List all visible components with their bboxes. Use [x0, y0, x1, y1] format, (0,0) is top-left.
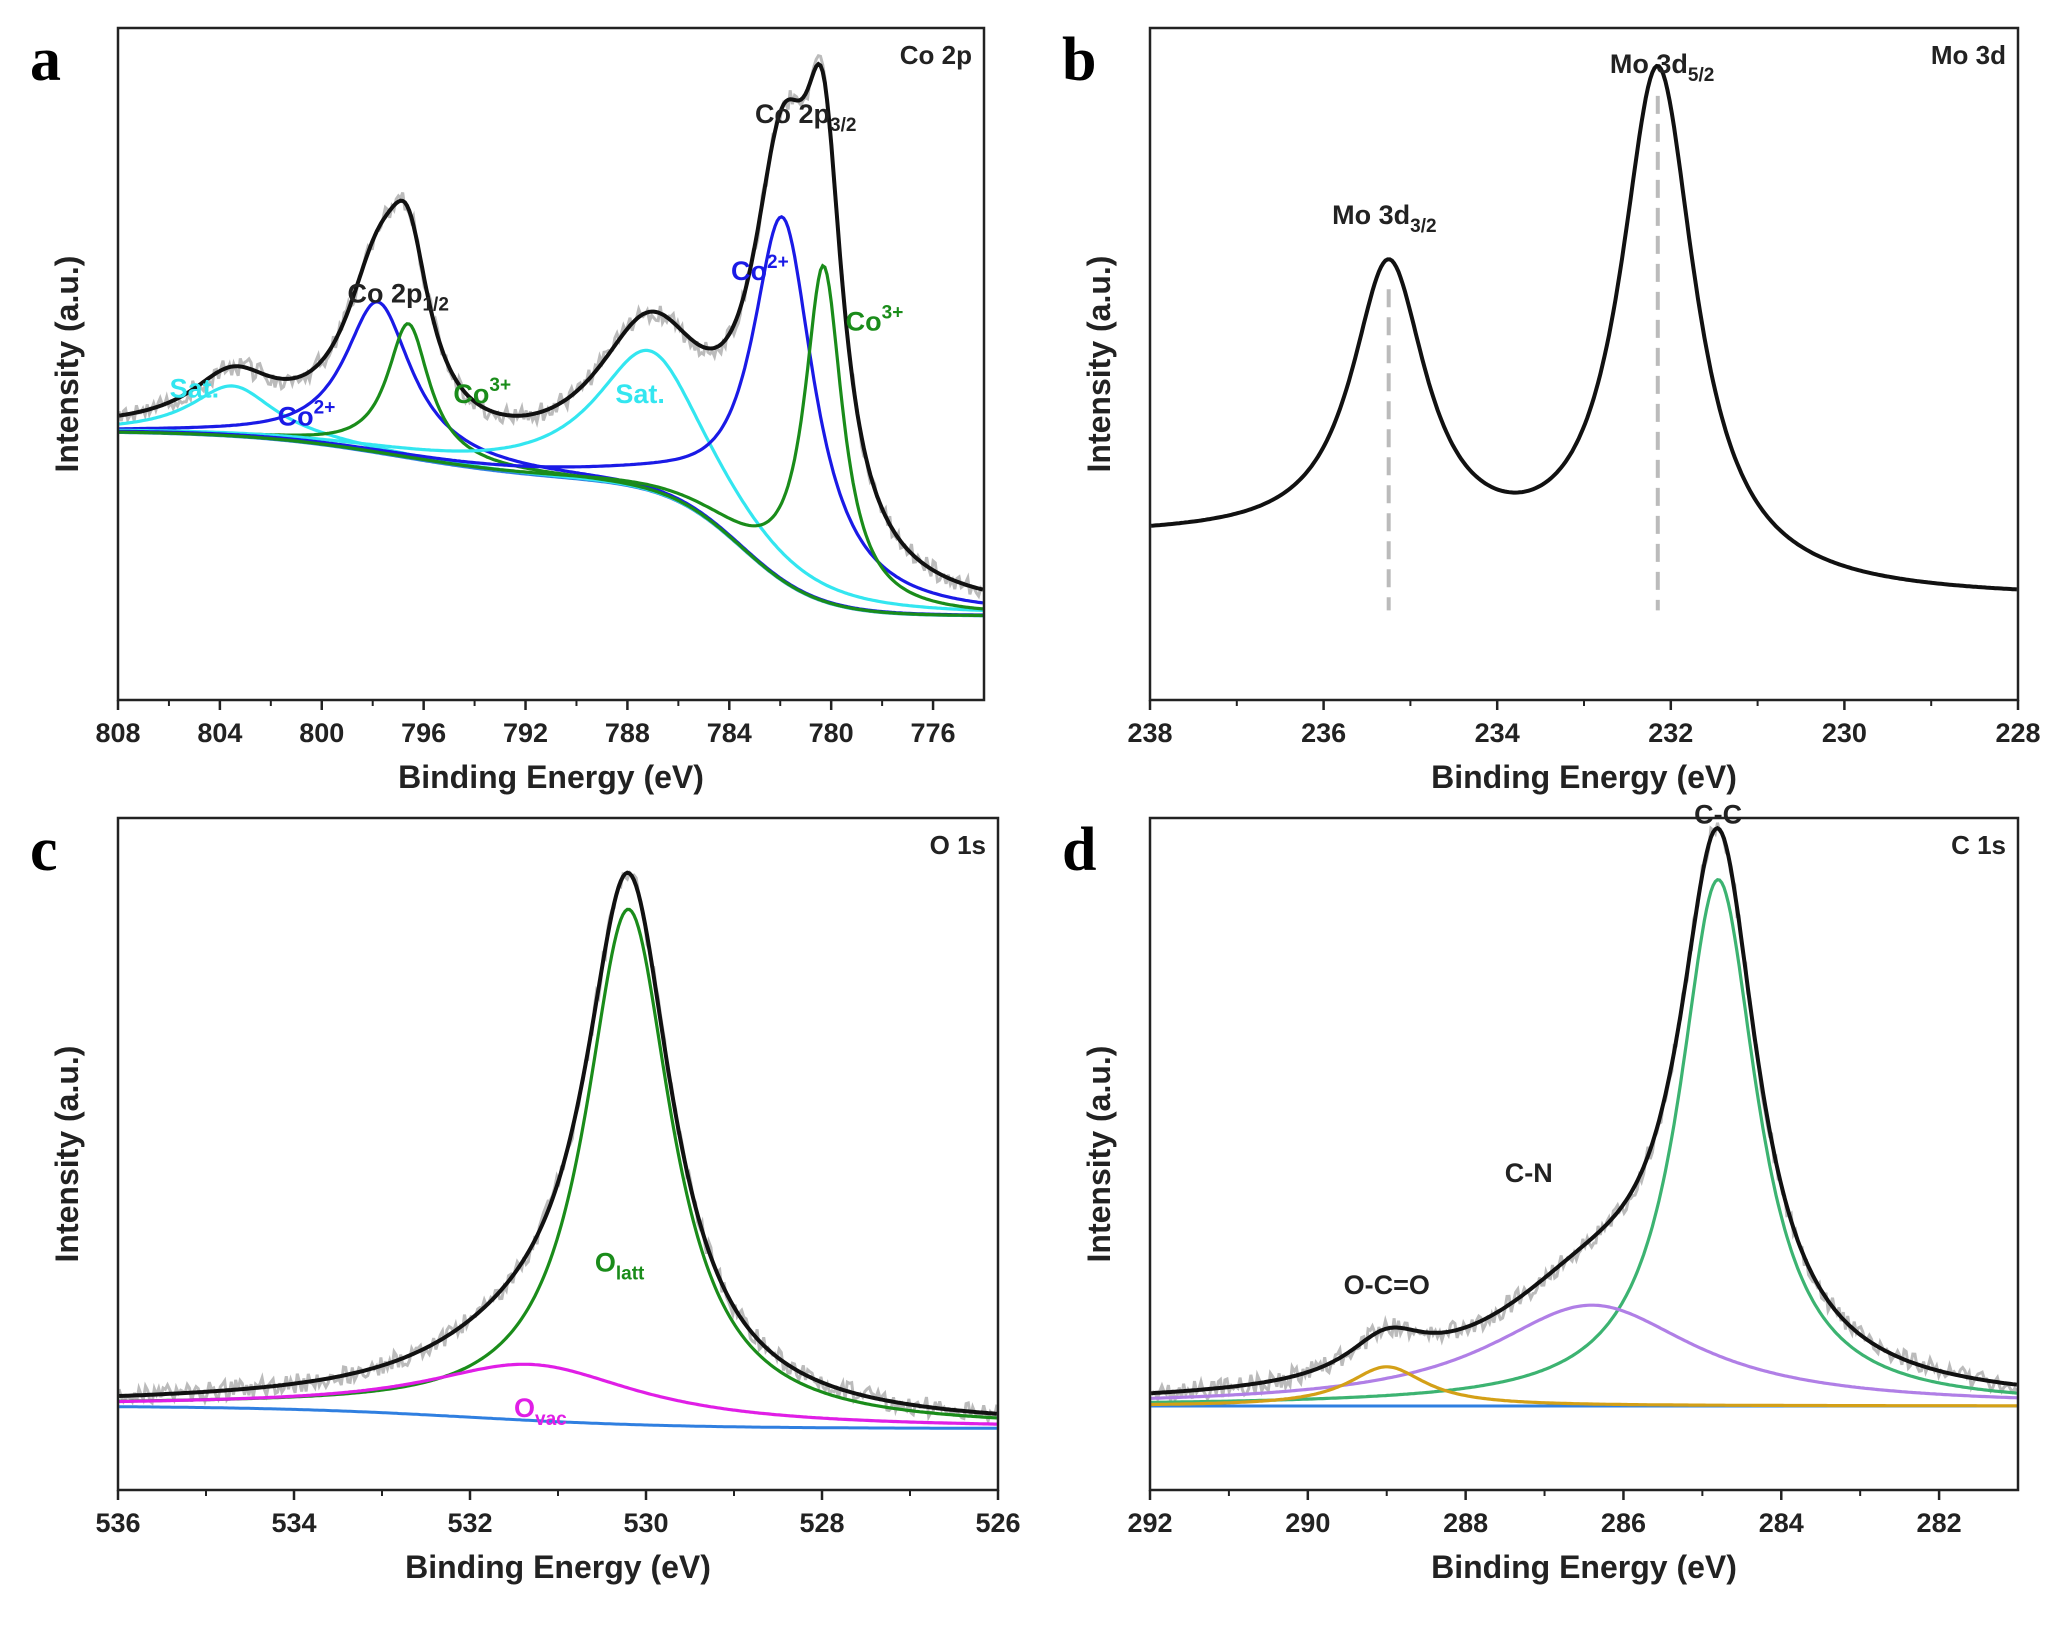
- plot-area: [1151, 63, 2017, 611]
- spectrum-region-label: O 1s: [930, 830, 986, 860]
- peak-annotation: Sat.: [615, 379, 665, 409]
- x-tick-label: 804: [197, 718, 242, 748]
- component-peak-1: [118, 384, 983, 618]
- panel-label: b: [1062, 26, 1096, 94]
- plot-frame: [1148, 26, 2020, 702]
- y-axis-label: Intensity (a.u.): [1081, 1046, 1117, 1263]
- peak-annotation: C-C: [1694, 800, 1742, 830]
- x-tick-label: 808: [95, 718, 140, 748]
- x-axis-label: Binding Energy (eV): [1431, 759, 1737, 795]
- x-axis-label: Binding Energy (eV): [1431, 1549, 1737, 1585]
- x-axis-label: Binding Energy (eV): [398, 759, 704, 795]
- x-tick-label: 286: [1601, 1508, 1646, 1538]
- plot-area: [118, 869, 998, 1430]
- component-peak-2: [1151, 1303, 2017, 1400]
- x-tick-label: 288: [1443, 1508, 1488, 1538]
- peak-annotation: Co2+: [278, 398, 336, 432]
- x-tick-label: 284: [1759, 1508, 1804, 1538]
- x-tick-label: 528: [799, 1508, 844, 1538]
- plot-area: [118, 53, 984, 618]
- x-tick-label: 230: [1822, 718, 1867, 748]
- background-line: [1151, 540, 2017, 599]
- panel-c: 536 534 532 530 528 526 Binding Energy (eV) Int…: [30, 816, 1021, 1585]
- x-tick-label: 796: [401, 718, 446, 748]
- panel-b: 238 236 234 232 230 228 Binding Energy (eV) Int…: [1062, 26, 2041, 795]
- envelope-line: [1151, 825, 2018, 1396]
- x-tick-label: 232: [1648, 718, 1693, 748]
- peak-annotation: C-N: [1505, 1158, 1553, 1188]
- x-tick-label: 776: [911, 718, 956, 748]
- panel-a: 808 804 800 796 792 788 784 780 776 Binding Energ…: [30, 26, 986, 795]
- x-tick-label: 534: [271, 1508, 316, 1538]
- peak-annotation: O-C=O: [1344, 1270, 1430, 1300]
- x-tick-label: 532: [447, 1508, 492, 1538]
- x-tick-label: 784: [707, 718, 752, 748]
- peak-annotation: Co2+: [731, 252, 789, 286]
- peak-annotation: Sat.: [170, 374, 220, 404]
- raw-data-line: [1150, 822, 2018, 1404]
- x-tick-label: 788: [605, 718, 650, 748]
- plot-area: [1150, 822, 2018, 1408]
- raw-data-line: [118, 869, 998, 1426]
- x-tick-label: 238: [1127, 718, 1172, 748]
- peak-annotation: Ovac: [514, 1393, 567, 1430]
- y-axis-label: Intensity (a.u.): [1081, 256, 1117, 473]
- x-axis-label: Binding Energy (eV): [405, 1549, 711, 1585]
- component-peak-6: [119, 263, 984, 611]
- envelope-line: [118, 61, 984, 592]
- panel-d: 292 290 288 286 284 282 Binding Energy (eV) Int…: [1062, 800, 2020, 1585]
- x-tick-label: 234: [1475, 718, 1520, 748]
- panel-label: d: [1062, 816, 1096, 884]
- spectrum-region-label: C 1s: [1951, 830, 2006, 860]
- envelope-line: [1151, 63, 2017, 592]
- x-tick-label: 292: [1127, 1508, 1172, 1538]
- panel-label: c: [30, 816, 58, 884]
- y-axis-label: Intensity (a.u.): [49, 256, 85, 473]
- component-peak-2: [119, 1362, 997, 1426]
- x-tick-label: 236: [1301, 718, 1346, 748]
- x-tick-label: 282: [1917, 1508, 1962, 1538]
- component-peak-4: [119, 348, 983, 612]
- plot-frame: [116, 26, 986, 702]
- peak-annotation: Mo 3d5/2: [1610, 49, 1714, 86]
- spectrum-region-label: Co 2p: [900, 40, 972, 70]
- x-tick-label: 536: [95, 1508, 140, 1538]
- component-peak-1: [119, 907, 997, 1420]
- background-line: [119, 1405, 997, 1430]
- plot-frame: [1148, 816, 2020, 1492]
- peak-annotation: Co3+: [453, 375, 511, 409]
- component-peak-2: [119, 300, 983, 617]
- x-tick-label: 792: [503, 718, 548, 748]
- peak-annotation: Mo 3d3/2: [1332, 200, 1436, 237]
- spectrum-region-label: Mo 3d: [1931, 40, 2006, 70]
- envelope-line: [119, 870, 997, 1416]
- x-tick-label: 530: [623, 1508, 668, 1538]
- y-axis-label: Intensity (a.u.): [49, 1046, 85, 1263]
- x-tick-label: 290: [1285, 1508, 1330, 1538]
- component-peak-1: [1151, 877, 2018, 1404]
- x-tick-label: 780: [809, 718, 854, 748]
- x-tick-label: 526: [975, 1508, 1020, 1538]
- peak-annotation: Co 2p1/2: [347, 278, 448, 315]
- panel-label: a: [30, 26, 61, 94]
- peak-annotation: Co3+: [846, 302, 904, 336]
- peak-annotation: Olatt: [595, 1248, 645, 1285]
- component-peak-3: [1151, 1365, 2017, 1408]
- x-tick-label: 228: [1995, 718, 2040, 748]
- peak-annotation: Co 2p3/2: [755, 99, 856, 136]
- x-tick-label: 800: [299, 718, 344, 748]
